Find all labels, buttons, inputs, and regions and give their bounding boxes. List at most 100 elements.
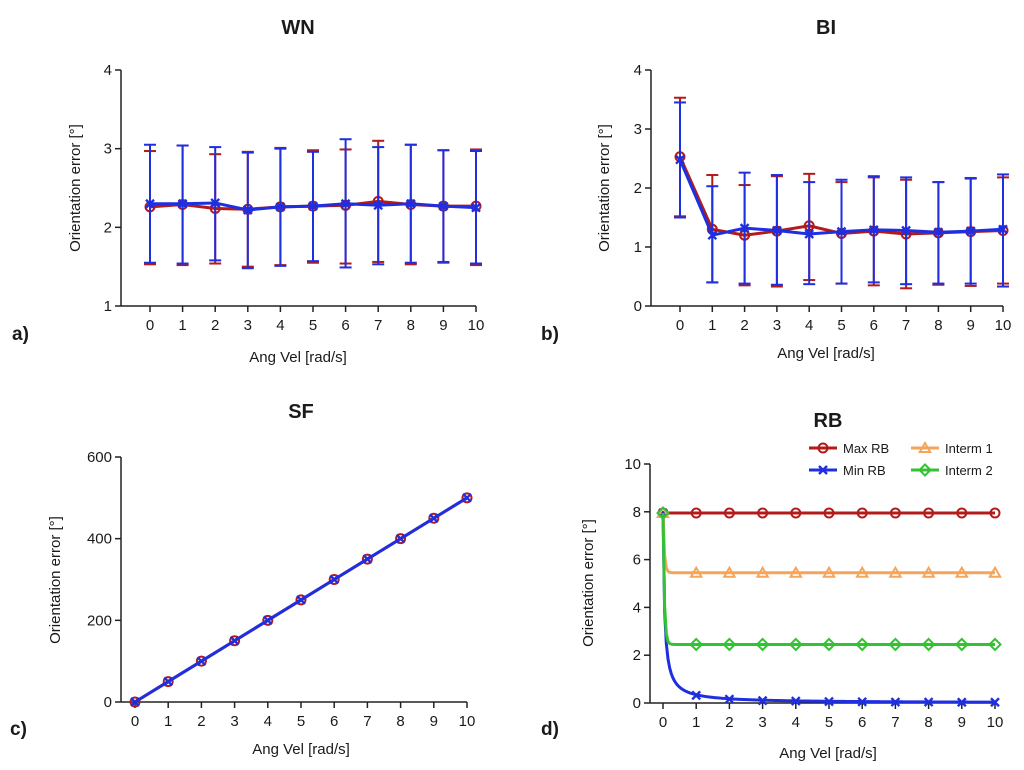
data-point <box>462 492 472 503</box>
x-tick-label: 6 <box>870 317 878 334</box>
x-tick-label: 2 <box>211 317 219 334</box>
panel-label: d) <box>541 719 559 740</box>
data-point <box>804 229 815 239</box>
x-tick-label: 5 <box>837 317 845 334</box>
data-point <box>823 507 835 519</box>
data-point <box>739 223 750 233</box>
data-point <box>923 697 934 707</box>
data-point <box>395 533 407 545</box>
data-point <box>296 595 306 605</box>
panel-label: b) <box>541 324 559 345</box>
series-blue <box>674 101 1009 288</box>
legend: Max RB Min RB Interm 1 Interm 2 <box>809 441 993 478</box>
x-tick-label: 3 <box>773 317 781 334</box>
data-point <box>890 697 901 707</box>
data-point <box>855 565 870 578</box>
x-tick-label: 1 <box>708 317 716 334</box>
legend-marker <box>918 441 932 453</box>
chart-title: SF <box>288 401 314 423</box>
x-axis-label: Ang Vel [rad/s] <box>777 345 875 362</box>
y-axis-label: Orientation error [°] <box>580 519 597 647</box>
data-point <box>757 695 768 706</box>
x-tick-label: 9 <box>958 714 966 731</box>
x-tick-label: 1 <box>164 713 172 730</box>
x-tick-label: 2 <box>740 317 748 334</box>
x-tick-label: 4 <box>805 317 813 334</box>
chart-c: SF c) Ang Vel [rad/s] Orientation error [°]… <box>10 401 475 758</box>
x-tick-label: 8 <box>407 317 415 334</box>
x-tick-label: 6 <box>341 317 349 334</box>
y-tick-label: 400 <box>87 531 112 548</box>
data-point <box>707 230 718 241</box>
legend-marker <box>818 465 828 475</box>
data-point <box>888 637 903 652</box>
data-point <box>329 574 340 585</box>
x-tick-label: 3 <box>244 317 252 334</box>
data-point <box>954 637 969 652</box>
data-point <box>722 637 737 652</box>
data-point <box>888 565 903 578</box>
data-point <box>690 507 702 519</box>
data-point <box>340 198 351 209</box>
legend-label: Interm 1 <box>945 441 993 456</box>
y-axis-label: Orientation error [°] <box>47 516 64 644</box>
series-line <box>661 512 995 575</box>
x-tick-label: 10 <box>459 713 476 730</box>
data-point <box>857 696 868 707</box>
x-tick-label: 1 <box>178 317 186 334</box>
x-tick-label: 10 <box>468 317 485 334</box>
data-point <box>901 225 911 236</box>
y-tick-label: 1 <box>104 298 112 315</box>
x-tick-label: 1 <box>692 714 700 731</box>
x-tick-label: 0 <box>131 713 139 730</box>
x-tick-label: 0 <box>676 317 684 334</box>
chart-title: WN <box>281 17 314 39</box>
data-point <box>428 512 440 524</box>
x-tick-label: 7 <box>374 317 382 334</box>
data-point <box>836 226 847 237</box>
y-tick-label: 3 <box>104 141 112 158</box>
x-tick-label: 9 <box>967 317 975 334</box>
x-tick-label: 6 <box>858 714 866 731</box>
data-point <box>262 614 274 626</box>
chart-title: BI <box>816 17 836 39</box>
chart-title: RB <box>814 410 843 432</box>
data-point <box>889 507 901 519</box>
y-tick-label: 2 <box>633 647 641 664</box>
x-tick-label: 4 <box>276 317 284 334</box>
legend-marker <box>918 463 932 477</box>
data-point <box>438 201 449 211</box>
x-tick-label: 4 <box>792 714 800 731</box>
data-point <box>790 696 801 706</box>
x-tick-label: 10 <box>995 317 1012 334</box>
data-point <box>210 198 221 208</box>
x-tick-label: 4 <box>264 713 272 730</box>
x-tick-label: 10 <box>987 714 1004 731</box>
y-tick-label: 3 <box>634 121 642 138</box>
data-point <box>822 637 836 652</box>
y-axis-label: Orientation error [°] <box>67 124 84 252</box>
data-point <box>195 655 207 667</box>
x-axis-label: Ang Vel [rad/s] <box>249 349 347 366</box>
data-point <box>689 565 704 578</box>
data-point <box>361 553 373 565</box>
x-tick-label: 5 <box>825 714 833 731</box>
data-point <box>824 696 834 707</box>
x-tick-label: 8 <box>934 317 942 334</box>
data-point <box>242 205 253 215</box>
data-point <box>956 697 967 708</box>
legend-item: Interm 2 <box>911 463 993 478</box>
data-point <box>308 201 318 211</box>
x-tick-label: 3 <box>230 713 238 730</box>
data-point <box>229 635 240 646</box>
x-tick-label: 9 <box>430 713 438 730</box>
x-tick-label: 3 <box>758 714 766 731</box>
data-point <box>933 227 944 238</box>
y-tick-label: 4 <box>104 62 112 79</box>
y-tick-label: 6 <box>633 552 641 569</box>
data-point <box>656 506 670 520</box>
data-point <box>921 637 936 652</box>
data-point <box>145 198 155 209</box>
y-tick-label: 4 <box>634 62 642 79</box>
data-point <box>755 637 770 652</box>
